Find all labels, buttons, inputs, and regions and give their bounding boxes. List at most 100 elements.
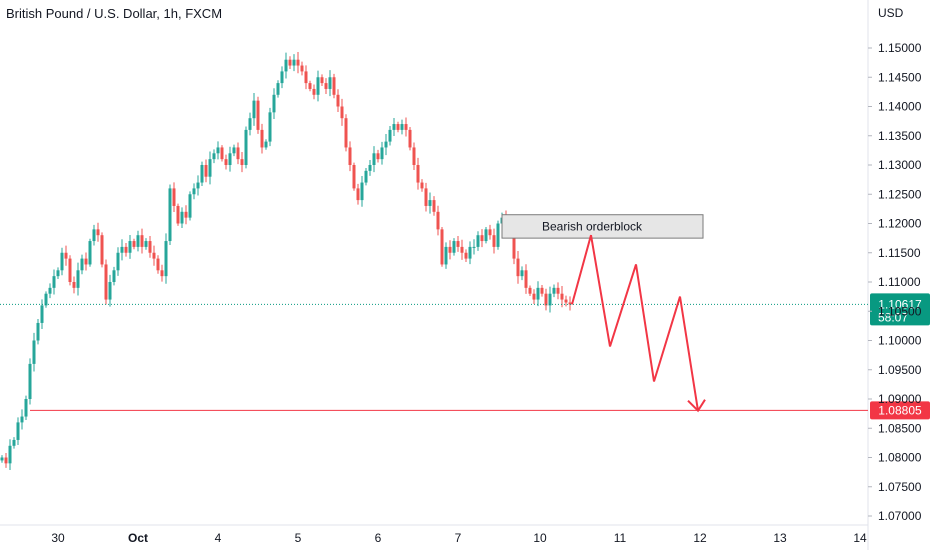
candle-body <box>172 188 176 206</box>
current-price-value: 1.10617 <box>878 297 922 311</box>
candle-body <box>312 88 316 95</box>
candle-body <box>200 165 204 183</box>
candle-body <box>112 270 116 282</box>
candle-body <box>564 299 568 303</box>
candle-body <box>308 83 312 89</box>
candle-body <box>148 241 152 253</box>
orderblock-zone <box>501 214 704 239</box>
y-tick-label: 1.14000 <box>878 100 922 114</box>
candle-body <box>324 83 328 89</box>
candle-body <box>448 246 452 253</box>
candle-body <box>468 246 472 259</box>
candle-body <box>236 147 240 160</box>
x-tick-label: 6 <box>375 531 382 545</box>
x-tick-label: 7 <box>455 531 462 545</box>
candle-body <box>220 147 224 160</box>
candle-body <box>480 235 484 242</box>
current-price-badge <box>870 293 930 326</box>
candle-body <box>108 282 112 300</box>
y-tick-label: 1.15000 <box>878 41 922 55</box>
candle-body <box>276 83 280 95</box>
candle-body <box>552 287 556 294</box>
candle-body <box>416 165 420 183</box>
candle-body <box>340 106 344 119</box>
candle-body <box>528 287 532 294</box>
currency-unit-label[interactable]: USD <box>878 6 904 20</box>
candle-body <box>408 129 412 148</box>
candle-body <box>560 293 564 300</box>
y-tick-label: 1.08500 <box>878 421 922 435</box>
candle-body <box>32 340 36 364</box>
projection-path <box>571 234 699 411</box>
candle-body <box>76 270 80 288</box>
candle-body <box>16 422 20 440</box>
candle-body <box>512 229 516 259</box>
candle-body <box>460 246 464 253</box>
candle-body <box>224 159 228 165</box>
candle-body <box>56 270 60 277</box>
candle-body <box>288 59 292 66</box>
price-axis: 1.15000 1.14500 1.14000 1.13500 1.13000 1.125… <box>868 41 922 523</box>
candle-body <box>192 188 196 195</box>
candle-body <box>20 416 24 423</box>
candle-body <box>368 165 372 171</box>
candle-body <box>332 77 336 95</box>
candle-body <box>104 264 108 300</box>
candle-body <box>296 59 300 66</box>
y-tick-label: 1.13000 <box>878 158 922 172</box>
candle-body <box>84 258 88 265</box>
chart-title: British Pound / U.S. Dollar, 1h, FXCM <box>6 6 223 21</box>
candle-body <box>436 211 440 230</box>
y-tick-label: 1.09500 <box>878 363 922 377</box>
candle-body <box>520 270 524 277</box>
candle-body <box>428 200 432 206</box>
candle-body <box>36 322 40 341</box>
candle-body <box>40 305 44 323</box>
candle-body <box>376 153 380 160</box>
candle-body <box>360 182 364 201</box>
candle-body <box>100 235 104 265</box>
candle-body <box>380 147 384 160</box>
candle-body <box>260 129 264 148</box>
y-tick-label: 1.11000 <box>878 275 921 289</box>
candle-body <box>12 439 16 446</box>
candle-body <box>184 211 188 218</box>
y-tick-label: 1.09000 <box>878 392 922 406</box>
candle-body <box>232 147 236 154</box>
candle-body <box>320 77 324 84</box>
y-tick-label: 1.14500 <box>878 70 922 84</box>
candle-body <box>532 293 536 300</box>
candle-body <box>348 147 352 165</box>
candle-body <box>120 246 124 253</box>
x-tick-label: 4 <box>215 531 222 545</box>
candle-body <box>484 229 488 242</box>
bar-countdown: 58:07 <box>878 310 908 324</box>
candle-body <box>240 159 244 165</box>
candle-body <box>384 141 388 148</box>
candle-body <box>420 182 424 189</box>
y-tick-label: 1.12000 <box>878 217 922 231</box>
candle-body <box>188 194 192 218</box>
candle-body <box>272 94 276 113</box>
x-tick-label: 14 <box>853 531 867 545</box>
candle-body <box>244 129 248 165</box>
target-price-badge <box>870 401 930 420</box>
candle-body <box>176 205 180 224</box>
candle-body <box>28 363 32 399</box>
candle-body <box>280 71 284 84</box>
candle-body <box>516 258 520 277</box>
candle-body <box>344 118 348 148</box>
candle-body <box>372 153 376 165</box>
candle-body <box>352 165 356 189</box>
x-tick-label: 30 <box>51 531 65 545</box>
candle-body <box>4 457 8 464</box>
candle-body <box>300 65 304 72</box>
candle-body <box>0 457 4 461</box>
candle-body <box>48 287 52 294</box>
candle-body <box>440 229 444 265</box>
candle-body <box>24 399 28 417</box>
candle-body <box>180 211 184 224</box>
candle-body <box>144 241 148 247</box>
candle-body <box>212 153 216 160</box>
